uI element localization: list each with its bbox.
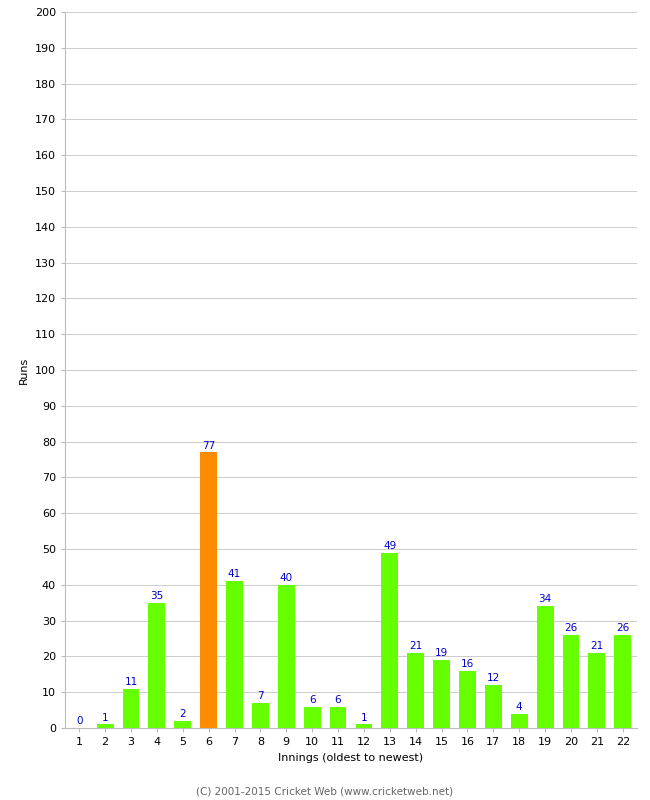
Bar: [614, 635, 631, 728]
Text: 21: 21: [409, 641, 423, 651]
Text: 7: 7: [257, 691, 264, 701]
Bar: [382, 553, 398, 728]
Text: 21: 21: [590, 641, 603, 651]
Bar: [537, 606, 554, 728]
Bar: [200, 452, 217, 728]
Bar: [123, 689, 139, 728]
Text: 2: 2: [179, 709, 186, 719]
Bar: [433, 660, 450, 728]
Text: 1: 1: [361, 713, 367, 722]
Y-axis label: Runs: Runs: [20, 356, 29, 384]
Bar: [356, 725, 372, 728]
Bar: [174, 721, 191, 728]
Bar: [408, 653, 424, 728]
Bar: [148, 602, 165, 728]
Bar: [588, 653, 605, 728]
Bar: [226, 582, 243, 728]
Text: 1: 1: [102, 713, 109, 722]
Bar: [97, 725, 114, 728]
Text: (C) 2001-2015 Cricket Web (www.cricketweb.net): (C) 2001-2015 Cricket Web (www.cricketwe…: [196, 786, 454, 796]
Bar: [330, 706, 346, 728]
Bar: [252, 703, 269, 728]
Bar: [485, 685, 502, 728]
Text: 26: 26: [564, 623, 578, 633]
Text: 35: 35: [150, 591, 164, 601]
Bar: [278, 585, 294, 728]
Bar: [563, 635, 579, 728]
Text: 19: 19: [435, 648, 448, 658]
Bar: [304, 706, 320, 728]
Text: 40: 40: [280, 573, 293, 583]
Text: 11: 11: [124, 677, 138, 687]
X-axis label: Innings (oldest to newest): Innings (oldest to newest): [278, 753, 424, 762]
Text: 4: 4: [516, 702, 523, 712]
Text: 77: 77: [202, 441, 215, 450]
Text: 16: 16: [461, 659, 474, 669]
Text: 49: 49: [384, 541, 396, 550]
Text: 6: 6: [309, 694, 315, 705]
Bar: [511, 714, 528, 728]
Bar: [459, 670, 476, 728]
Text: 12: 12: [487, 674, 500, 683]
Text: 34: 34: [538, 594, 552, 605]
Text: 41: 41: [228, 570, 241, 579]
Text: 26: 26: [616, 623, 629, 633]
Text: 6: 6: [335, 694, 341, 705]
Text: 0: 0: [76, 716, 83, 726]
